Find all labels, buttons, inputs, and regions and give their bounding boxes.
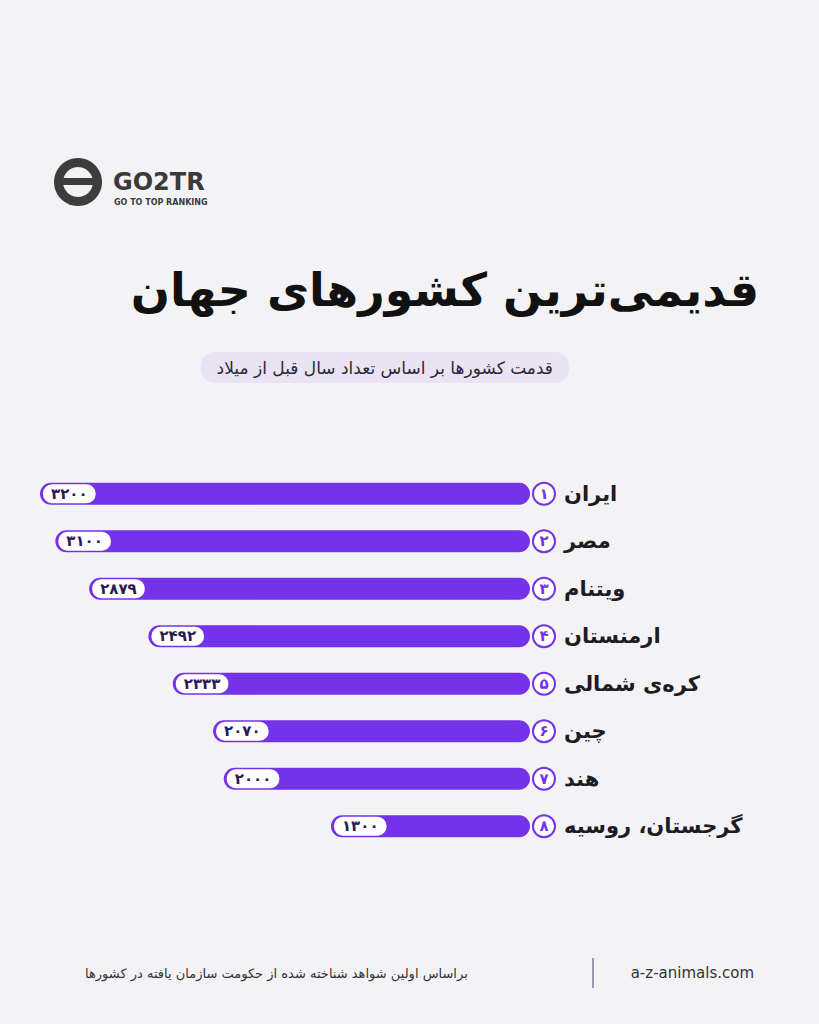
svg-text:ویتنام: ویتنام (564, 577, 625, 601)
svg-text:گرجستان، روسیه: گرجستان، روسیه (564, 813, 743, 838)
svg-text:۳۱۰۰: ۳۱۰۰ (66, 532, 103, 550)
svg-text:مصر: مصر (563, 529, 611, 553)
svg-text:a-z-animals.com: a-z-animals.com (631, 964, 754, 982)
svg-text:قدمت کشورها بر اساس تعداد سال: قدمت کشورها بر اساس تعداد سال قبل از میل… (217, 358, 553, 378)
svg-text:۵: ۵ (539, 675, 548, 693)
svg-text:GO2TR: GO2TR (113, 168, 205, 196)
svg-text:۳: ۳ (539, 580, 548, 598)
svg-text:۷: ۷ (539, 770, 548, 788)
svg-text:ارمنستان: ارمنستان (564, 624, 661, 648)
svg-text:۴: ۴ (539, 627, 548, 645)
svg-text:۲۴۹۲: ۲۴۹۲ (159, 627, 196, 645)
svg-text:براساس اولین شواهد شناخته شده: براساس اولین شواهد شناخته شده از حکومت س… (85, 966, 468, 982)
svg-text:۲۸۷۹: ۲۸۷۹ (100, 580, 137, 598)
svg-text:چین: چین (564, 719, 607, 743)
svg-text:ایران: ایران (564, 482, 617, 506)
svg-text:۲۰۷۰: ۲۰۷۰ (224, 722, 261, 740)
svg-text:۱: ۱ (539, 485, 548, 503)
svg-text:۲: ۲ (539, 532, 548, 550)
svg-text:قدیمی‌ترین کشورهای جهان: قدیمی‌ترین کشورهای جهان (131, 263, 759, 317)
svg-text:GO TO TOP RANKING: GO TO TOP RANKING (114, 198, 208, 207)
svg-text:۳۲۰۰: ۳۲۰۰ (51, 485, 88, 503)
svg-text:۲۰۰۰: ۲۰۰۰ (235, 770, 272, 788)
svg-text:کره‌ی شمالی: کره‌ی شمالی (564, 672, 701, 696)
svg-text:۸: ۸ (539, 817, 548, 835)
svg-text:۶: ۶ (539, 722, 548, 740)
svg-text:هند: هند (564, 767, 599, 791)
svg-text:۱۳۰۰: ۱۳۰۰ (342, 817, 379, 835)
svg-text:۲۳۳۳: ۲۳۳۳ (184, 675, 221, 693)
